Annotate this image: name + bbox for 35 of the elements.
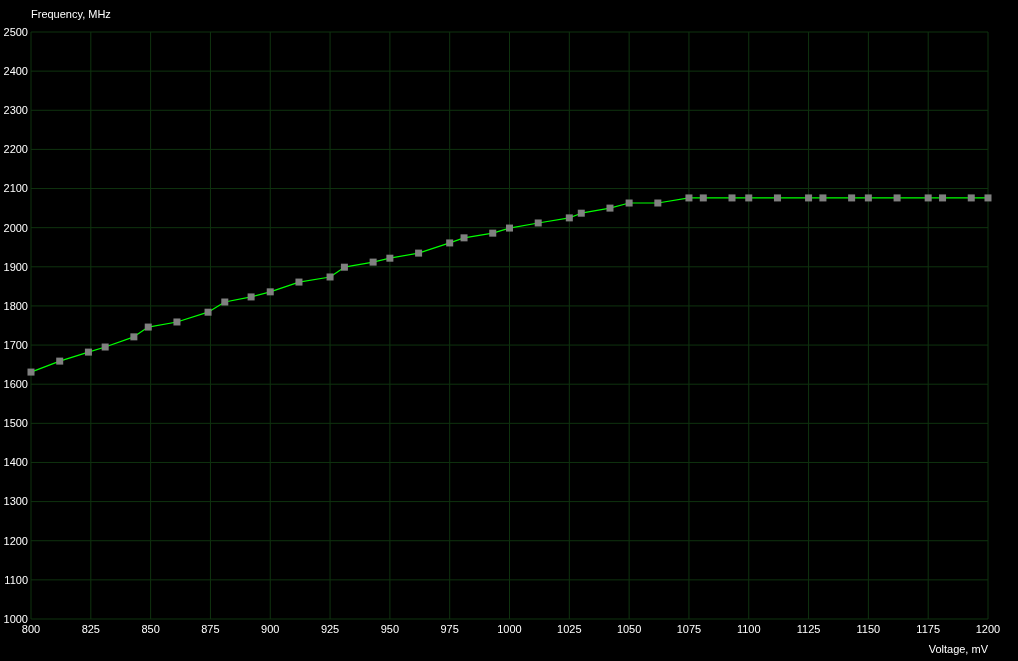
y-tick-label: 1300 (3, 495, 28, 508)
y-tick-label: 1200 (3, 534, 28, 547)
y-tick-label: 1700 (3, 338, 28, 351)
y-tick-label: 2000 (3, 221, 28, 234)
x-tick-label: 1000 (497, 623, 522, 635)
x-tick-label: 1075 (676, 623, 702, 635)
x-tick-label: 975 (440, 623, 459, 635)
y-tick-label: 1500 (3, 417, 28, 430)
x-tick-label: 1175 (916, 623, 941, 635)
x-tick-label: 1125 (796, 623, 821, 635)
x-tick-label: 900 (261, 623, 280, 635)
y-tick-label: 1900 (3, 260, 28, 273)
y-tick-label: 2100 (3, 182, 28, 195)
x-tick-label: 1025 (557, 623, 582, 635)
x-axis-title: Voltage, mV (928, 643, 989, 655)
x-tick-label: 825 (81, 623, 100, 635)
y-tick-label: 1800 (3, 299, 28, 312)
y-tick-label: 2200 (3, 143, 28, 156)
x-tick-label: 925 (320, 623, 340, 635)
x-tick-label: 1200 (975, 623, 1001, 635)
x-tick-label: 1150 (856, 623, 881, 635)
x-tick-label: 1050 (616, 623, 642, 635)
y-tick-label: 2300 (3, 104, 28, 117)
x-tick-label: 875 (201, 623, 220, 635)
x-tick-label: 850 (141, 623, 160, 635)
y-tick-label: 2400 (3, 64, 28, 77)
x-tick-label: 800 (21, 623, 41, 635)
y-tick-label: 1400 (3, 456, 28, 469)
y-tick-label: 1600 (3, 378, 28, 391)
y-axis-title: Frequency, MHz (31, 8, 111, 20)
x-tick-label: 1100 (736, 623, 761, 635)
x-tick-label: 950 (380, 623, 400, 635)
y-tick-label: 1000 (3, 612, 28, 625)
y-tick-label: 1100 (4, 573, 28, 586)
y-tick-label: 2500 (3, 25, 28, 38)
